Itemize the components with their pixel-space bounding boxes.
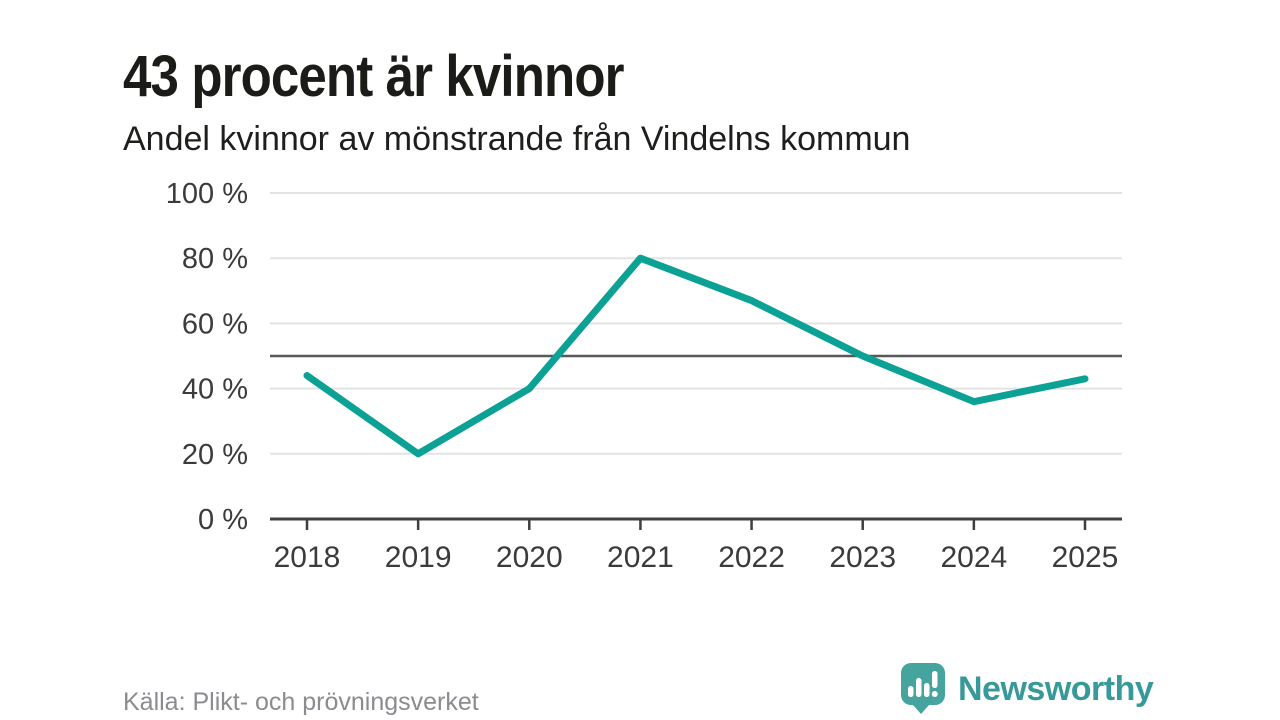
- y-axis-tick-label: 20 %: [182, 439, 248, 471]
- newsworthy-logo: Newsworthy: [899, 661, 1154, 715]
- x-axis-tick-label: 2019: [385, 541, 452, 574]
- bar-short: [908, 686, 914, 697]
- chart-subtitle: Andel kvinnor av mönstrande från Vindeln…: [123, 120, 911, 158]
- x-axis-tick-label: 2022: [718, 541, 785, 574]
- brand-wordmark: Newsworthy: [958, 670, 1154, 708]
- bar-tall: [916, 678, 922, 697]
- source-attribution: Källa: Plikt- och prövningsverket: [123, 688, 479, 716]
- exclamation-dot: [931, 691, 938, 697]
- exclamation-stem: [932, 671, 938, 688]
- x-axis-tick-label: 2023: [829, 541, 896, 574]
- newsworthy-speech-bubble-chart-icon: [901, 663, 945, 714]
- y-axis-tick-label: 100 %: [166, 178, 248, 210]
- x-axis-tick-label: 2024: [940, 541, 1007, 574]
- x-axis-tick-label: 2025: [1052, 541, 1119, 574]
- chart-title: 43 procent är kvinnor: [123, 43, 624, 109]
- y-axis-tick-label: 60 %: [182, 308, 248, 340]
- y-axis-tick-label: 80 %: [182, 243, 248, 275]
- data-line-andel-kvinnor: [303, 254, 1089, 458]
- speech-bubble-shape: [901, 663, 945, 714]
- y-axis-tick-label: 0 %: [198, 504, 248, 536]
- x-axis-tick-label: 2018: [274, 541, 341, 574]
- bar-medium: [924, 683, 930, 697]
- bar-chart-glyph: [908, 671, 938, 697]
- y-axis-tick-label: 40 %: [182, 374, 248, 406]
- x-axis-tick-label: 2020: [496, 541, 563, 574]
- x-axis-tick-label: 2021: [607, 541, 674, 574]
